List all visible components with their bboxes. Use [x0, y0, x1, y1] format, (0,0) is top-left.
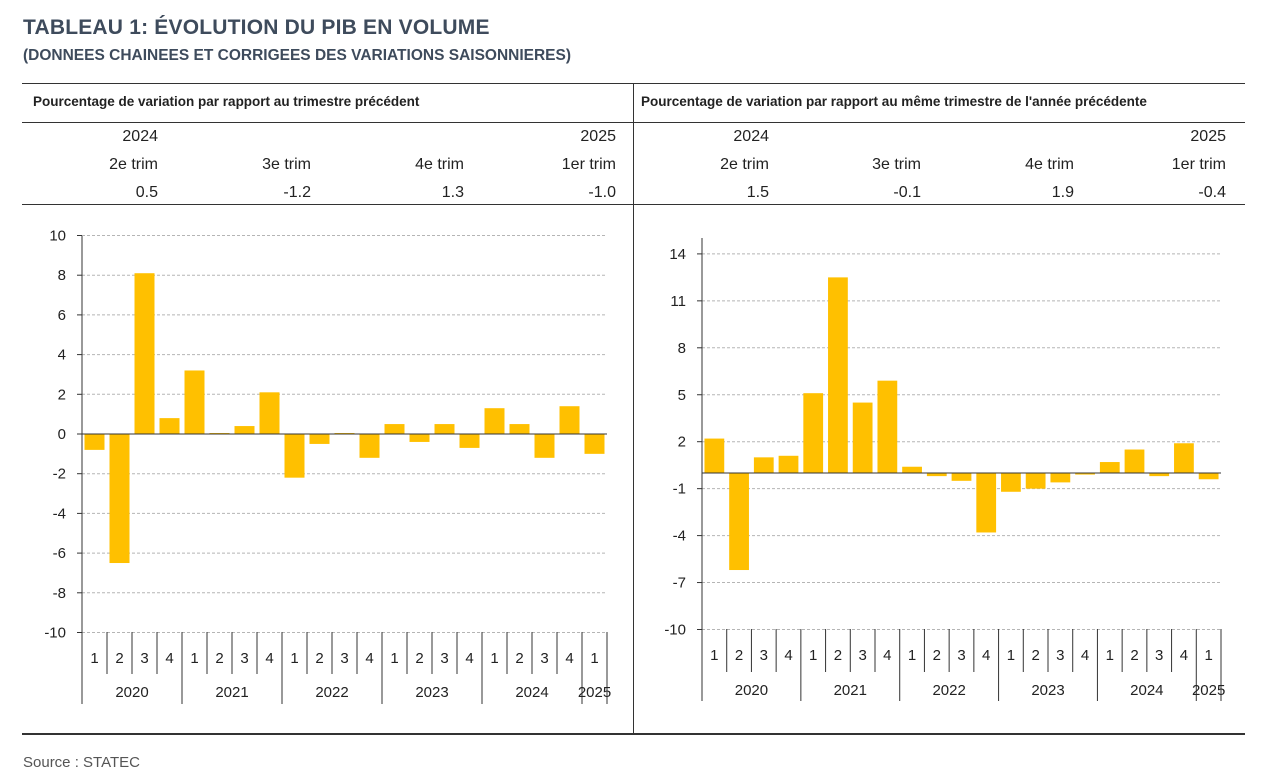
source-note: Source : STATEC: [23, 754, 140, 771]
left-table-value: 0.5: [135, 184, 158, 201]
x-year-label: 2024: [515, 684, 548, 701]
left-table-year: 2024: [122, 128, 158, 145]
left-table-value: 1.3: [441, 184, 464, 201]
bar: [509, 424, 530, 434]
page-title: TABLEAU 1: ÉVOLUTION DU PIB EN VOLUME: [23, 16, 490, 39]
bar: [534, 434, 555, 458]
bar: [259, 392, 280, 434]
x-quarter-label: 4: [565, 650, 573, 667]
x-year-label: 2021: [215, 684, 248, 701]
bar: [459, 434, 480, 448]
x-quarter-label: 3: [340, 650, 348, 667]
x-quarter-label: 3: [540, 650, 548, 667]
left-table-quarter: 3e trim: [262, 156, 311, 173]
x-quarter-label: 3: [440, 650, 448, 667]
y-tick-label: 10: [49, 228, 66, 245]
right-table-quarter: 4e trim: [1025, 156, 1074, 173]
x-year-label: 2025: [578, 684, 611, 701]
x-quarter-label: 2: [515, 650, 523, 667]
x-quarter-label: 3: [240, 650, 248, 667]
left-table-value: -1.2: [283, 184, 311, 201]
x-quarter-label: 1: [390, 650, 398, 667]
x-quarter-label: 2: [315, 650, 323, 667]
figure-bottom-rule: [22, 733, 1245, 735]
left-table-year: 2025: [580, 128, 616, 145]
panel-divider: [633, 83, 634, 733]
x-quarter-label: 4: [265, 650, 273, 667]
bar: [159, 418, 180, 434]
bar: [359, 434, 380, 458]
right-table-value: 1.5: [746, 184, 769, 201]
x-quarter-label: 4: [365, 650, 373, 667]
x-quarter-label: 2: [115, 650, 123, 667]
bar: [434, 424, 455, 434]
bar: [384, 424, 405, 434]
y-tick-label: 0: [58, 426, 66, 443]
left-table-quarter: 4e trim: [415, 156, 464, 173]
right-table-value: -0.4: [1198, 184, 1226, 201]
right-table-value: 1.9: [1051, 184, 1074, 201]
y-tick-label: -6: [53, 545, 66, 562]
bar: [309, 434, 330, 444]
bar: [84, 434, 105, 450]
x-quarter-label: 2: [215, 650, 223, 667]
x-quarter-label: 3: [140, 650, 148, 667]
bar: [134, 273, 155, 434]
bar: [584, 434, 605, 454]
x-quarter-label: 2: [415, 650, 423, 667]
left-table-quarter: 2e trim: [109, 156, 158, 173]
left-table-quarter: 1er trim: [561, 156, 616, 173]
y-tick-label: -2: [53, 466, 66, 483]
bar: [284, 434, 305, 478]
bar: [409, 434, 430, 442]
page-subtitle: (DONNEES CHAINEES ET CORRIGEES DES VARIA…: [23, 47, 572, 64]
y-tick-label: 2: [58, 386, 66, 403]
bar: [184, 370, 205, 434]
x-year-label: 2020: [115, 684, 148, 701]
right-table-year: 2025: [1190, 128, 1226, 145]
bar: [559, 406, 580, 434]
x-quarter-label: 1: [490, 650, 498, 667]
x-quarter-label: 4: [165, 650, 173, 667]
y-tick-label: 4: [58, 347, 66, 364]
y-tick-label: -4: [53, 505, 66, 522]
y-tick-label: 8: [58, 267, 66, 284]
right-table-value: -0.1: [893, 184, 921, 201]
x-year-label: 2023: [415, 684, 448, 701]
x-quarter-label: 1: [590, 650, 598, 667]
y-tick-label: -8: [53, 585, 66, 602]
left-table-header: Pourcentage de variation par rapport au …: [33, 94, 420, 109]
right-table-year: 2024: [733, 128, 769, 145]
right-table-header: Pourcentage de variation par rapport au …: [641, 94, 1147, 109]
y-tick-label: 6: [58, 307, 66, 324]
y-tick-label: -10: [44, 625, 66, 642]
bar: [484, 408, 505, 434]
bar: [109, 434, 130, 564]
right-table-quarter: 2e trim: [720, 156, 769, 173]
x-year-label: 2022: [315, 684, 348, 701]
right-table-quarter: 3e trim: [872, 156, 921, 173]
x-quarter-label: 1: [90, 650, 98, 667]
x-quarter-label: 4: [465, 650, 473, 667]
bar: [234, 426, 255, 434]
x-quarter-label: 1: [290, 650, 298, 667]
x-quarter-label: 1: [190, 650, 198, 667]
right-table-quarter: 1er trim: [1171, 156, 1226, 173]
left-table-value: -1.0: [588, 184, 616, 201]
